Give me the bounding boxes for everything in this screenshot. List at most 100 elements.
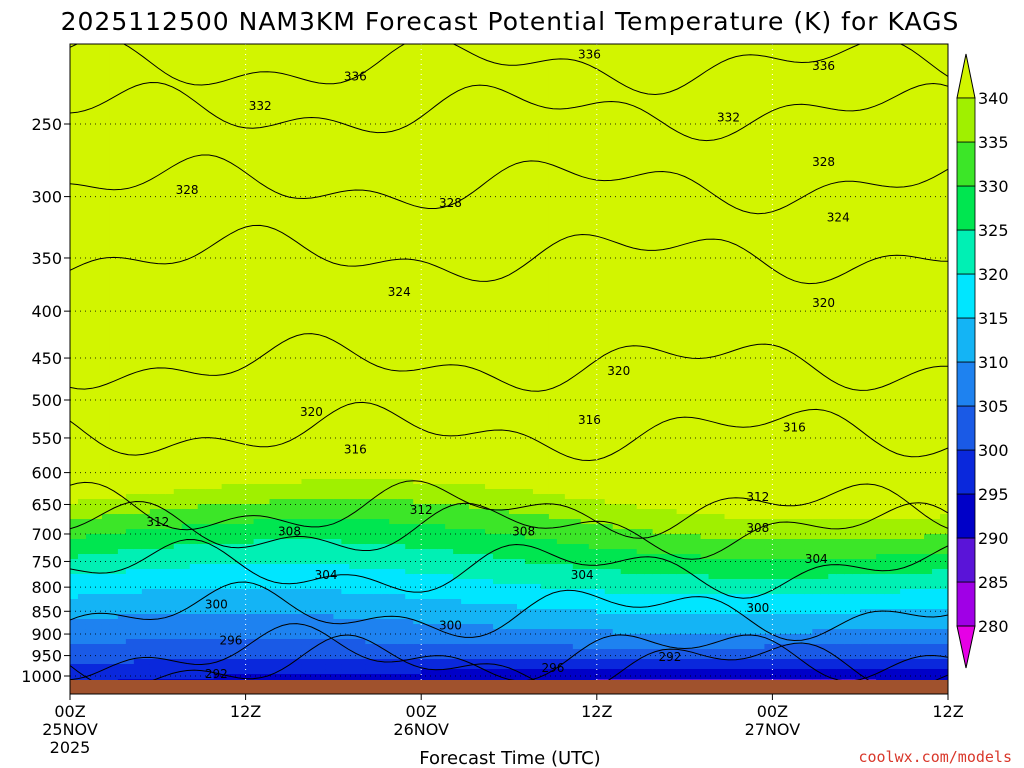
- band-cell: [301, 49, 311, 55]
- band-cell: [309, 599, 319, 605]
- band-cell: [293, 279, 303, 285]
- band-cell: [85, 139, 95, 145]
- band-cell: [157, 214, 167, 220]
- band-cell: [229, 189, 239, 195]
- band-cell: [197, 314, 207, 320]
- band-cell: [365, 84, 374, 90]
- band-cell: [341, 539, 350, 545]
- band-cell: [197, 479, 207, 485]
- band-cell: [365, 139, 374, 145]
- band-cell: [93, 364, 103, 370]
- band-cell: [109, 404, 119, 410]
- band-cell: [101, 674, 111, 680]
- band-cell: [317, 184, 327, 190]
- band-cell: [277, 419, 287, 425]
- band-cell: [181, 184, 191, 190]
- band-cell: [109, 259, 119, 265]
- band-cell: [229, 569, 239, 575]
- band-cell: [229, 649, 239, 655]
- band-cell: [141, 224, 151, 230]
- band-cell: [333, 224, 342, 230]
- band-cell: [261, 629, 271, 635]
- band-cell: [149, 209, 159, 215]
- band-cell: [365, 544, 374, 550]
- band-cell: [341, 149, 350, 155]
- band-cell: [101, 344, 111, 350]
- band-cell: [237, 134, 247, 140]
- band-cell: [277, 314, 287, 320]
- band-cell: [269, 229, 279, 235]
- band-cell: [277, 584, 287, 590]
- band-cell: [165, 224, 175, 230]
- band-cell: [93, 344, 103, 350]
- band-cell: [125, 354, 135, 360]
- band-cell: [301, 564, 311, 570]
- band-cell: [285, 669, 295, 675]
- band-cell: [101, 514, 111, 520]
- band-cell: [109, 444, 119, 450]
- band-cell: [293, 174, 303, 180]
- band-cell: [197, 144, 207, 150]
- band-cell: [309, 409, 319, 415]
- band-cell: [77, 394, 87, 400]
- band-cell: [149, 249, 159, 255]
- band-cell: [133, 129, 143, 135]
- band-cell: [261, 619, 271, 625]
- band-cell: [253, 324, 263, 330]
- band-cell: [221, 229, 231, 235]
- band-cell: [261, 669, 271, 675]
- band-cell: [301, 674, 311, 680]
- band-cell: [93, 674, 103, 680]
- band-cell: [149, 294, 159, 300]
- band-cell: [229, 484, 239, 490]
- band-cell: [133, 429, 143, 435]
- band-cell: [85, 544, 95, 550]
- band-cell: [341, 169, 350, 175]
- band-cell: [85, 414, 95, 420]
- band-cell: [149, 644, 159, 650]
- band-cell: [205, 169, 215, 175]
- band-cell: [165, 74, 175, 80]
- band-cell: [197, 554, 207, 560]
- band-cell: [317, 144, 327, 150]
- band-cell: [301, 434, 311, 440]
- band-cell: [181, 254, 191, 260]
- band-cell: [229, 239, 239, 245]
- band-cell: [261, 379, 271, 385]
- band-cell: [213, 674, 223, 680]
- band-cell: [109, 379, 119, 385]
- band-cell: [93, 469, 103, 475]
- band-cell: [101, 289, 111, 295]
- band-cell: [221, 279, 231, 285]
- band-cell: [357, 249, 366, 255]
- band-cell: [213, 294, 223, 300]
- band-cell: [157, 429, 167, 435]
- band-cell: [93, 194, 103, 200]
- band-cell: [181, 204, 191, 210]
- band-cell: [101, 209, 111, 215]
- band-cell: [365, 339, 374, 345]
- band-cell: [229, 224, 239, 230]
- band-cell: [149, 519, 159, 525]
- band-cell: [221, 159, 231, 165]
- band-cell: [141, 444, 151, 450]
- band-cell: [269, 419, 279, 425]
- band-cell: [165, 474, 175, 480]
- band-cell: [261, 644, 271, 650]
- band-cell: [285, 209, 295, 215]
- band-cell: [333, 409, 342, 415]
- band-cell: [205, 644, 215, 650]
- band-cell: [125, 489, 135, 495]
- band-cell: [333, 464, 342, 470]
- band-cell: [325, 514, 334, 520]
- band-cell: [125, 329, 135, 335]
- band-cell: [325, 334, 334, 340]
- band-cell: [285, 164, 295, 170]
- band-cell: [293, 119, 303, 125]
- band-cell: [349, 439, 358, 445]
- band-cell: [237, 629, 247, 635]
- band-cell: [93, 324, 103, 330]
- band-cell: [285, 609, 295, 615]
- band-cell: [285, 69, 295, 75]
- band-cell: [349, 419, 358, 425]
